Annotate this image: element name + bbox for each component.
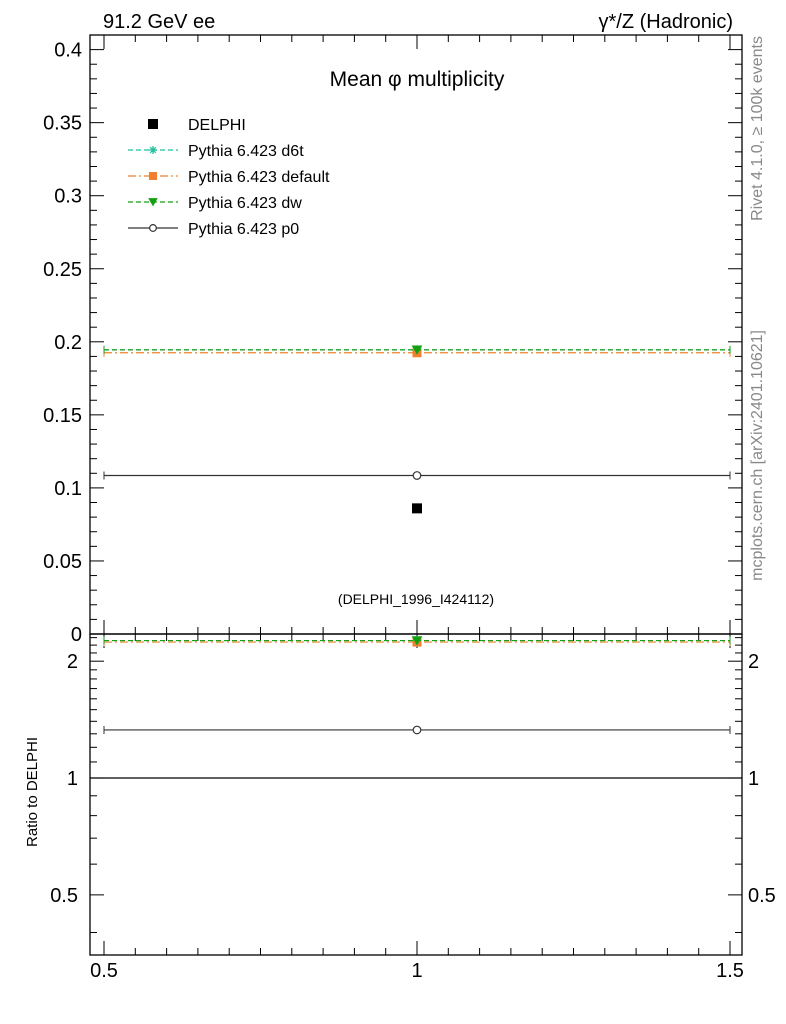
legend-label-dw: Pythia 6.423 dw bbox=[188, 195, 302, 212]
mcplots-label: mcplots.cern.ch [arXiv:2401.10621] bbox=[749, 330, 766, 581]
ratio-panel: 0.5 0.5 1 1 2 2 Ratio to DELPHI 0.5 1 1.5 bbox=[24, 633, 776, 982]
chart-title: Mean φ multiplicity bbox=[330, 68, 505, 91]
legend-marker-default bbox=[149, 172, 157, 180]
ratio-y-tick-label-left: 0.5 bbox=[50, 885, 78, 907]
y-tick-label: 0 bbox=[71, 624, 82, 646]
y-tick-label: 0.25 bbox=[43, 259, 82, 281]
header-right: γ*/Z (Hadronic) bbox=[599, 11, 733, 33]
ratio-y-tick-label-left: 1 bbox=[67, 768, 78, 790]
ratio-y-tick-label-right: 0.5 bbox=[748, 885, 776, 907]
ratio-point-p0 bbox=[412, 725, 422, 735]
data-point-dw bbox=[411, 345, 423, 355]
x-tick-label: 0.5 bbox=[90, 960, 118, 982]
y-tick-label: 0.4 bbox=[54, 40, 82, 62]
rivet-label: Rivet 4.1.0, ≥ 100k events bbox=[749, 36, 766, 221]
ratio-y-tick-label-right: 2 bbox=[748, 651, 759, 673]
y-tick-label: 0.35 bbox=[43, 113, 82, 135]
main-panel: 0 0.05 0.1 0.15 0.2 0.25 0.3 0.35 0.4 Mean φ mul… bbox=[43, 34, 743, 646]
legend-label-default: Pythia 6.423 default bbox=[188, 169, 330, 186]
ratio-point-dw bbox=[411, 636, 423, 646]
ratio-ticks bbox=[90, 634, 742, 955]
main-ticks bbox=[90, 34, 742, 635]
legend-marker-d6t bbox=[149, 146, 157, 154]
legend-label-d6t: Pythia 6.423 d6t bbox=[188, 143, 304, 160]
ratio-ylabel: Ratio to DELPHI bbox=[24, 737, 41, 847]
legend-label-delphi: DELPHI bbox=[188, 117, 246, 134]
y-tick-label: 0.15 bbox=[43, 405, 82, 427]
main-y-tick-labels: 0 0.05 0.1 0.15 0.2 0.25 0.3 0.35 0.4 bbox=[43, 40, 82, 646]
legend-marker-delphi bbox=[148, 119, 158, 129]
legend-marker-p0 bbox=[149, 224, 157, 232]
reference-label: (DELPHI_1996_I424112) bbox=[338, 591, 494, 607]
legend-marker-dw bbox=[148, 198, 158, 207]
legend-label-p0: Pythia 6.423 p0 bbox=[188, 221, 299, 238]
y-tick-label: 0.05 bbox=[43, 551, 82, 573]
y-tick-label: 0.2 bbox=[54, 332, 82, 354]
ratio-series bbox=[90, 636, 742, 779]
x-tick-label: 1.5 bbox=[716, 960, 744, 982]
main-series bbox=[103, 345, 731, 514]
ratio-frame bbox=[89, 633, 743, 956]
data-point-delphi bbox=[412, 503, 422, 514]
ratio-y-tick-label-left: 2 bbox=[67, 651, 78, 673]
ratio-y-tick-labels: 0.5 0.5 1 1 2 2 bbox=[50, 651, 776, 907]
ratio-y-tick-label-right: 1 bbox=[748, 768, 759, 790]
data-point-p0 bbox=[412, 471, 422, 480]
y-tick-label: 0.3 bbox=[54, 186, 82, 208]
x-tick-label: 1 bbox=[411, 960, 422, 982]
y-tick-label: 0.1 bbox=[54, 478, 82, 500]
header-left: 91.2 GeV ee bbox=[103, 11, 215, 33]
legend: DELPHI Pythia 6.423 d6t Pythia 6.423 defau… bbox=[128, 117, 330, 238]
x-tick-labels: 0.5 1 1.5 bbox=[90, 960, 744, 982]
